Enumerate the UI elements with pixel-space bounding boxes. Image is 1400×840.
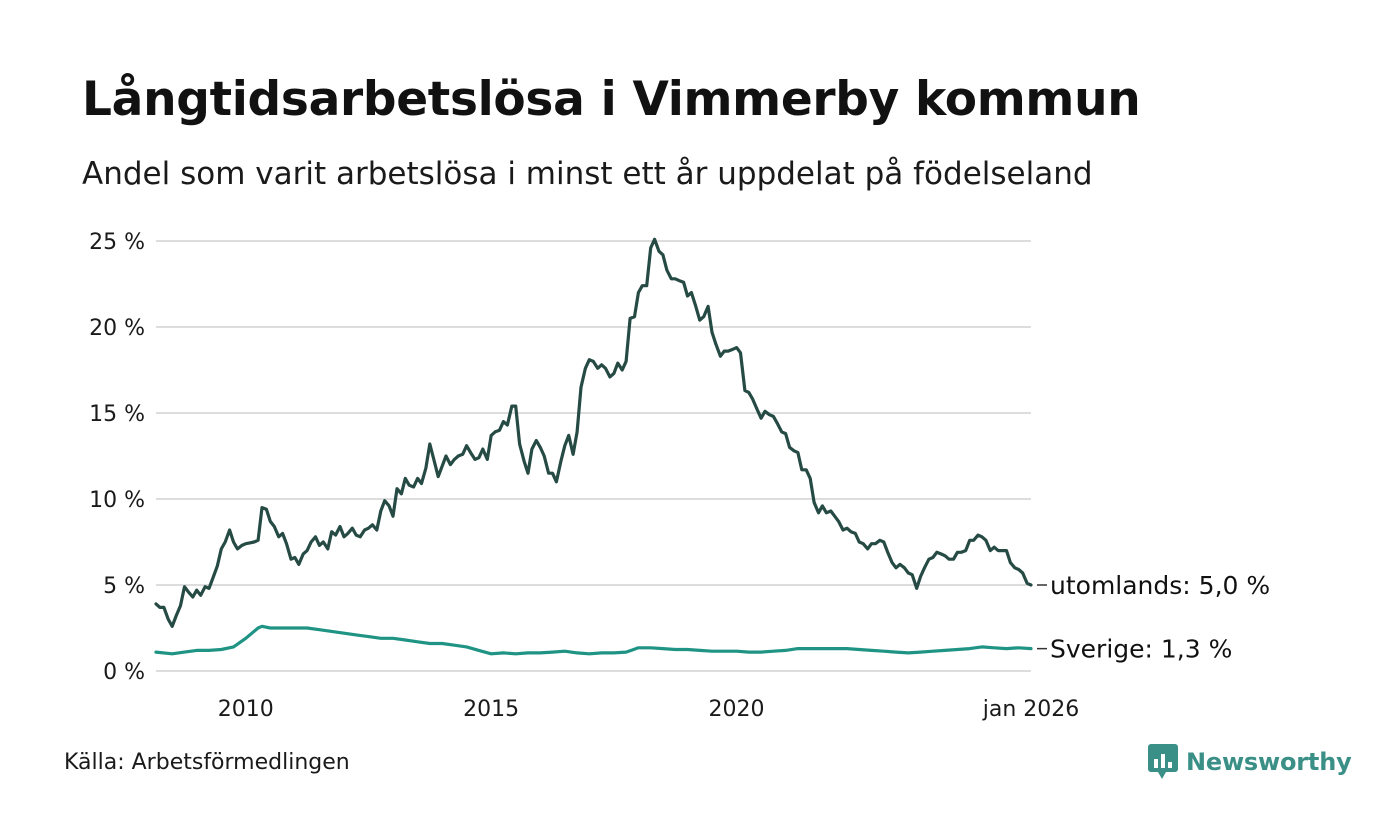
- x-tick-label: 2020: [709, 697, 765, 722]
- brand-name: Newsworthy: [1186, 748, 1352, 776]
- y-tick-label: 15 %: [89, 402, 145, 427]
- chart-subtitle: Andel som varit arbetslösa i minst ett å…: [82, 156, 1093, 192]
- y-tick-label: 25 %: [89, 230, 145, 255]
- y-axis-ticks: 0 % 5 % 10 % 15 % 20 % 25 %: [89, 230, 145, 685]
- line-chart: 0 % 5 % 10 % 15 % 20 % 25 % 2010 2015 2020 jan 2…: [89, 230, 1270, 722]
- x-tick-label: 2010: [218, 697, 274, 722]
- end-label-utomlands: utomlands: 5,0 %: [1050, 571, 1270, 600]
- newsworthy-logo-icon: [1148, 744, 1178, 779]
- x-tick-label: 2015: [463, 697, 519, 722]
- x-tick-label: jan 2026: [982, 697, 1080, 722]
- source-note: Källa: Arbetsförmedlingen: [64, 750, 350, 775]
- y-tick-label: 20 %: [89, 316, 145, 341]
- y-tick-label: 10 %: [89, 488, 145, 513]
- gridlines: [156, 240, 1031, 672]
- y-tick-label: 0 %: [103, 660, 145, 685]
- series-line-utomlands: [154, 237, 1033, 628]
- end-label-sverige: Sverige: 1,3 %: [1050, 635, 1232, 664]
- series-lines: [154, 237, 1033, 656]
- chart-title: Långtidsarbetslösa i Vimmerby kommun: [82, 72, 1141, 127]
- end-labels: utomlands: 5,0 % Sverige: 1,3 %: [1037, 571, 1270, 664]
- series-line-sverige: [154, 624, 1033, 656]
- x-axis-ticks: 2010 2015 2020 jan 2026: [218, 697, 1079, 722]
- y-tick-label: 5 %: [103, 574, 145, 599]
- brand-logo: Newsworthy: [1148, 744, 1352, 780]
